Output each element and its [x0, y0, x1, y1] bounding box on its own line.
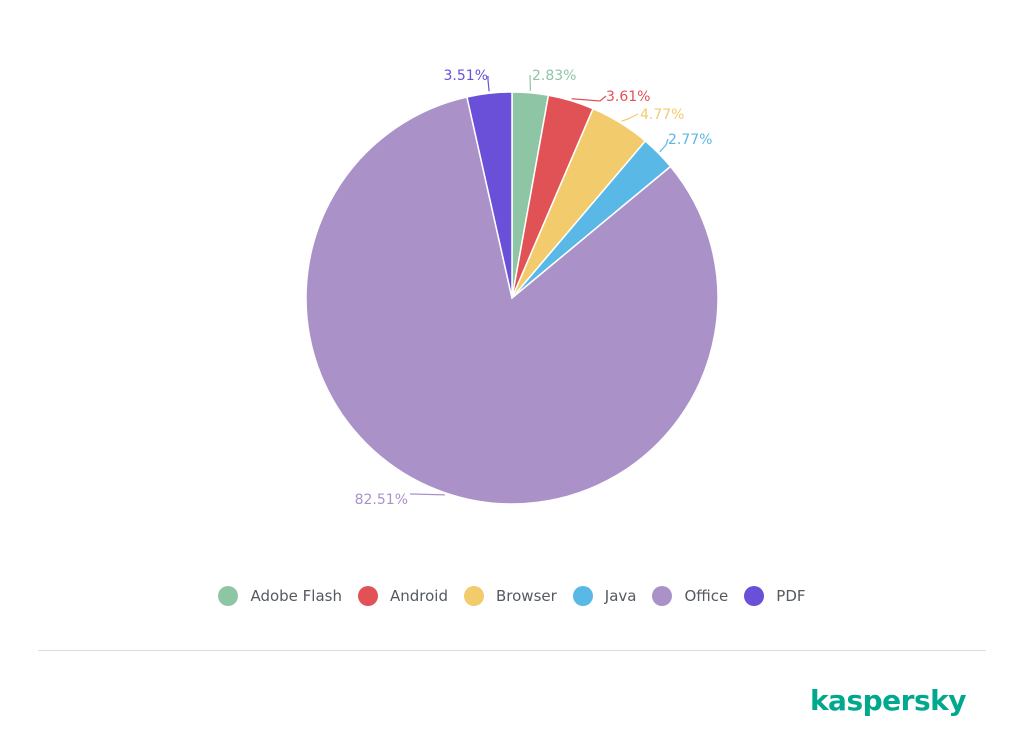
data-label-adobe-flash: 2.83% [532, 68, 576, 84]
label-leader-lines [410, 74, 669, 496]
leader-line-java [659, 138, 669, 153]
data-labels: 2.83% 3.61% 4.77% 2.77% 82.51% 3.51% [355, 68, 713, 508]
legend: Adobe Flash Android Browser Java Office … [0, 586, 1024, 606]
legend-swatch [218, 586, 239, 606]
legend-swatch [358, 586, 378, 606]
leader-line-pdf [487, 76, 490, 92]
data-label-android: 3.61% [606, 89, 650, 105]
legend-item-browser[interactable]: Browser [464, 586, 557, 606]
legend-item-adobe-flash[interactable]: Adobe Flash [218, 586, 342, 606]
data-label-browser: 4.77% [640, 107, 684, 123]
legend-item-android[interactable]: Android [358, 586, 448, 606]
legend-label: Office [684, 587, 729, 605]
pie-slice-pdf[interactable] [466, 91, 513, 299]
kaspersky-logo: kaspersky [809, 684, 967, 717]
leader-line-office [410, 493, 445, 496]
legend-swatch [652, 586, 673, 606]
leader-line-android [571, 95, 607, 102]
data-label-java: 2.77% [668, 132, 712, 148]
legend-label: Browser [496, 587, 557, 605]
legend-swatch [572, 586, 593, 606]
footer-divider [38, 650, 986, 651]
pie-chart: 2.83% 3.61% 4.77% 2.77% 82.51% 3.51% [305, 68, 719, 508]
pie-slice-office[interactable] [305, 96, 719, 505]
legend-item-office[interactable]: Office [652, 586, 728, 606]
pie-slices [305, 91, 719, 505]
legend-label: Adobe Flash [250, 587, 342, 605]
legend-swatch [464, 586, 484, 606]
legend-swatch [744, 586, 765, 606]
leader-line-browser [621, 113, 639, 122]
legend-label: Java [604, 587, 637, 605]
legend-label: PDF [776, 587, 806, 605]
legend-item-pdf[interactable]: PDF [744, 586, 806, 606]
data-label-pdf: 3.51% [444, 68, 488, 84]
legend-item-java[interactable]: Java [572, 586, 637, 606]
legend-label: Android [390, 587, 448, 605]
data-label-office: 82.51% [355, 492, 408, 508]
